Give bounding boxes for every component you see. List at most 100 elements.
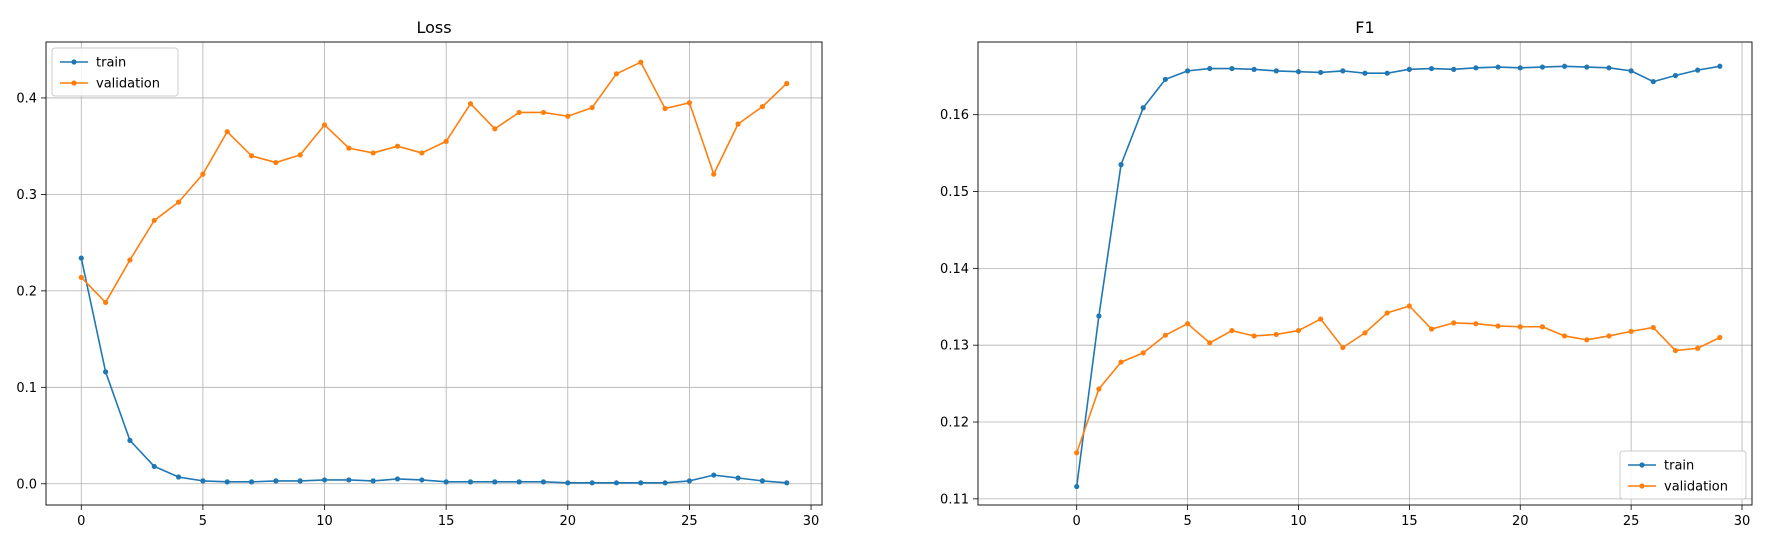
f1-validation-point xyxy=(1295,327,1302,334)
loss-train-line xyxy=(80,257,787,484)
loss-train-point xyxy=(540,479,547,485)
f1-validation-point xyxy=(1717,334,1723,341)
loss-train-point xyxy=(297,478,303,484)
loss-validation-point xyxy=(613,71,620,77)
f1-train-point xyxy=(1584,64,1590,70)
loss-train-point xyxy=(565,480,571,486)
f1-validation-point xyxy=(1561,333,1568,339)
loss-validation-point xyxy=(273,159,279,166)
f1-x-tick-label: 5 xyxy=(1183,514,1191,529)
loss-series-train xyxy=(78,255,790,486)
loss-validation-point xyxy=(102,299,109,306)
f1-x-tick-label: 25 xyxy=(1623,514,1640,529)
loss-validation-point xyxy=(784,80,790,87)
f1-train-line xyxy=(1075,65,1720,487)
loss-y-tick-label: 0.2 xyxy=(16,284,37,299)
loss-train-point xyxy=(346,477,352,483)
f1-validation-point xyxy=(1162,332,1169,338)
f1-train-point xyxy=(1495,64,1501,70)
f1-y-tick-label: 0.16 xyxy=(940,108,969,123)
f1-train-point xyxy=(1628,68,1634,74)
f1-validation-point xyxy=(1384,310,1390,316)
f1-y-tick-label: 0.13 xyxy=(940,339,969,354)
loss-axes: 0 5 10 15 20 25 30 0.0 0.1 0.2 0.3 0.4 xyxy=(16,91,819,529)
f1-validation-point xyxy=(1406,303,1412,309)
loss-chart: Loss 0 5 10 15 20 25 30 0.0 0.1 0.2 0.3 0.4 train val… xyxy=(16,18,823,529)
f1-validation-point xyxy=(1650,324,1656,331)
loss-train-point xyxy=(516,479,522,485)
f1-train-point xyxy=(1451,66,1457,72)
f1-train-point xyxy=(1539,64,1546,70)
loss-x-tick-label: 5 xyxy=(199,514,207,529)
f1-train-point xyxy=(1251,66,1257,72)
f1-x-tick-label: 15 xyxy=(1401,514,1418,529)
f1-validation-point xyxy=(1318,316,1324,322)
loss-y-tick-label: 0.4 xyxy=(16,91,37,106)
loss-validation-point xyxy=(394,143,401,149)
f1-series-train xyxy=(1074,63,1723,490)
f1-y-tick-label: 0.14 xyxy=(940,262,969,277)
loss-validation-point xyxy=(78,274,84,280)
loss-train-point xyxy=(759,478,766,484)
f1-y-tick-label: 0.15 xyxy=(940,185,969,200)
loss-train-point xyxy=(370,478,376,484)
loss-validation-point xyxy=(662,105,668,112)
f1-x-tick-label: 0 xyxy=(1073,514,1081,529)
f1-legend-validation-label: validation xyxy=(1664,480,1728,495)
f1-train-point xyxy=(1561,63,1568,69)
f1-train-point xyxy=(1428,65,1435,72)
f1-legend-train-marker xyxy=(1639,462,1645,468)
f1-validation-point xyxy=(1628,328,1634,334)
f1-chart: F1 0 5 10 15 20 25 30 0.11 0.12 0.13 0.14 0.15 0.16 t… xyxy=(940,18,1753,529)
f1-train-point xyxy=(1140,105,1146,111)
f1-validation-point xyxy=(1695,345,1701,351)
loss-train-point xyxy=(419,477,425,483)
loss-legend-validation-label: validation xyxy=(96,77,160,92)
loss-validation-point xyxy=(224,129,230,135)
loss-y-tick-label: 0.1 xyxy=(16,381,37,396)
f1-validation-point xyxy=(1517,324,1523,330)
f1-validation-point xyxy=(1473,321,1479,327)
f1-train-point xyxy=(1096,313,1102,319)
f1-train-point xyxy=(1473,65,1479,71)
f1-train-point xyxy=(1406,66,1412,72)
loss-validation-point xyxy=(443,138,449,144)
f1-validation-line xyxy=(1075,305,1721,454)
loss-legend: train validation xyxy=(51,47,179,97)
f1-train-point xyxy=(1717,63,1723,69)
loss-validation-line xyxy=(80,61,788,304)
f1-validation-point xyxy=(1118,359,1124,365)
loss-train-point xyxy=(321,477,328,483)
loss-validation-point xyxy=(759,104,766,110)
loss-train-point xyxy=(784,480,790,486)
loss-plot-frame xyxy=(45,41,823,506)
f1-x-tick-label: 30 xyxy=(1734,514,1751,529)
loss-validation-point xyxy=(248,153,255,159)
loss-x-tick-label: 15 xyxy=(438,514,455,529)
f1-validation-point xyxy=(1362,330,1368,336)
loss-train-point xyxy=(200,478,206,484)
loss-train-point xyxy=(273,478,279,484)
f1-y-tick-label: 0.11 xyxy=(940,492,969,507)
loss-validation-point xyxy=(589,104,595,111)
f1-validation-point xyxy=(1251,333,1257,339)
f1-series-validation xyxy=(1074,303,1723,456)
loss-validation-point xyxy=(638,59,644,65)
f1-train-point xyxy=(1384,70,1390,76)
loss-validation-point xyxy=(321,122,328,128)
loss-validation-point xyxy=(346,145,352,151)
f1-chart-title: F1 xyxy=(1355,18,1374,37)
loss-legend-validation-marker xyxy=(71,80,77,86)
loss-validation-point xyxy=(419,150,425,156)
loss-validation-point xyxy=(686,100,693,106)
f1-validation-point xyxy=(1229,327,1235,334)
loss-y-tick-label: 0.0 xyxy=(16,477,37,492)
loss-train-point xyxy=(735,475,741,481)
f1-train-point xyxy=(1184,68,1191,74)
loss-x-tick-label: 30 xyxy=(803,514,820,529)
f1-train-point xyxy=(1273,68,1279,74)
f1-train-point xyxy=(1162,76,1169,82)
loss-chart-title: Loss xyxy=(416,18,451,37)
f1-x-tick-label: 10 xyxy=(1290,514,1307,529)
f1-validation-point xyxy=(1672,347,1679,354)
